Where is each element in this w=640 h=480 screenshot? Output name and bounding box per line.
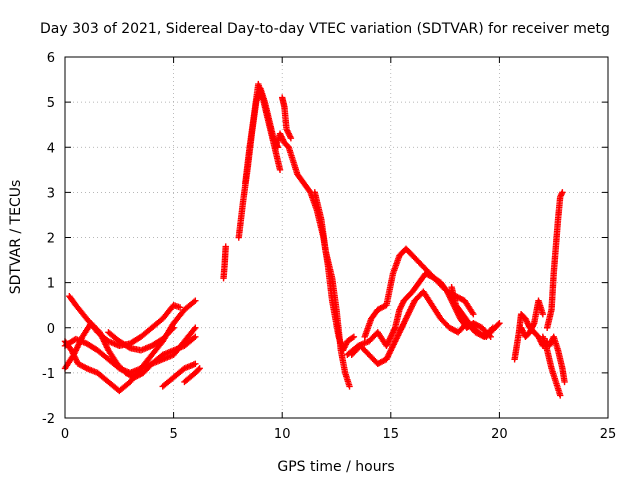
chart-title: Day 303 of 2021, Sidereal Day-to-day VTE… bbox=[40, 21, 610, 37]
data-point bbox=[195, 366, 202, 373]
data-point bbox=[169, 325, 176, 333]
x-axis-label: GPS time / hours bbox=[277, 459, 394, 475]
y-tick-label: 0 bbox=[47, 322, 55, 337]
axis-ticks: 0 5 10 15 20 25 -2 -1 0 1 2 3 4 5 6 bbox=[42, 51, 616, 442]
data-point bbox=[496, 320, 503, 327]
x-tick-label: 20 bbox=[491, 427, 508, 442]
series-track-s bbox=[517, 297, 547, 340]
data-point bbox=[276, 166, 284, 174]
y-tick-label: 4 bbox=[47, 141, 55, 156]
series-track-h bbox=[220, 243, 229, 282]
data-point bbox=[557, 192, 565, 199]
series-track-u bbox=[543, 189, 566, 331]
y-tick-label: 6 bbox=[47, 51, 55, 66]
x-tick-label: 25 bbox=[600, 427, 617, 442]
data-point bbox=[190, 334, 198, 342]
x-tick-label: 0 bbox=[61, 427, 69, 442]
data-point bbox=[495, 321, 502, 328]
data-point bbox=[346, 383, 353, 390]
series-track-d bbox=[61, 324, 199, 377]
data-point bbox=[176, 304, 184, 311]
y-tick-label: 1 bbox=[47, 277, 55, 292]
series-track-q bbox=[448, 283, 503, 340]
series-track-f bbox=[159, 360, 199, 390]
y-tick-label: -2 bbox=[42, 412, 55, 427]
series-track-g bbox=[181, 365, 203, 386]
data-point bbox=[350, 333, 358, 340]
y-tick-label: 2 bbox=[47, 232, 55, 247]
y-tick-label: 5 bbox=[47, 96, 55, 111]
series-track-k bbox=[279, 94, 295, 142]
series-track-c bbox=[66, 292, 184, 349]
data-point bbox=[557, 392, 564, 399]
data-point bbox=[190, 298, 198, 306]
data-point bbox=[192, 333, 199, 340]
data-point bbox=[192, 360, 199, 368]
y-tick-label: -1 bbox=[42, 367, 55, 382]
series-track-i bbox=[235, 85, 282, 241]
data-point bbox=[287, 135, 295, 142]
series-track-l bbox=[272, 130, 358, 354]
data-point bbox=[196, 365, 203, 372]
x-tick-label: 10 bbox=[274, 427, 291, 442]
data-point bbox=[192, 324, 199, 331]
series-track-v bbox=[546, 333, 568, 386]
y-tick-label: 3 bbox=[47, 186, 55, 201]
x-tick-label: 15 bbox=[383, 427, 400, 442]
data-points bbox=[61, 80, 568, 399]
series-track-e bbox=[105, 324, 177, 354]
data-point bbox=[470, 311, 477, 318]
data-point bbox=[191, 325, 198, 333]
series-track-m bbox=[311, 189, 353, 390]
data-point bbox=[559, 189, 566, 196]
y-axis-label: SDTVAR / TECUs bbox=[8, 180, 24, 295]
data-point bbox=[539, 311, 547, 318]
data-point bbox=[222, 243, 229, 250]
data-point bbox=[170, 324, 177, 331]
data-point bbox=[349, 334, 356, 341]
data-point bbox=[192, 297, 199, 304]
x-tick-label: 5 bbox=[169, 427, 177, 442]
series-track-j bbox=[242, 80, 284, 187]
data-point bbox=[561, 378, 568, 386]
data-point bbox=[125, 344, 133, 351]
